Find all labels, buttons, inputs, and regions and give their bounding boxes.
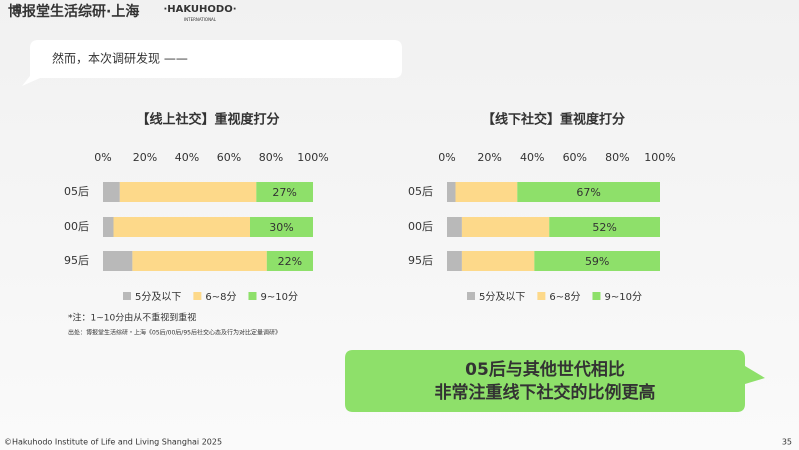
bar-segment — [517, 182, 660, 202]
bar-segment — [250, 217, 313, 237]
bar-segment — [461, 217, 550, 237]
x-tick-label: 20% — [477, 151, 501, 164]
x-tick-label: 100% — [297, 151, 328, 164]
x-tick-label: 0% — [438, 151, 455, 164]
x-tick-label: 60% — [563, 151, 587, 164]
logo: ·HAKUHODO· — [163, 4, 236, 15]
bar-segment — [447, 251, 462, 271]
x-tick-label: 60% — [217, 151, 241, 164]
bar-segment — [534, 251, 660, 271]
y-tick-label: 05后 — [408, 185, 433, 198]
chart-title: 【线上社交】重视度打分 — [136, 112, 279, 128]
bar-segment — [461, 251, 535, 271]
bar-segment — [103, 182, 120, 202]
bar-segment — [256, 182, 313, 202]
logo-sub: INTERNATIONAL — [184, 17, 217, 22]
copyright: ©Hakuhodo Institute of Life and Living S… — [4, 438, 222, 447]
legend-label: 5分及以下 — [479, 291, 525, 303]
legend-label: 5分及以下 — [135, 291, 181, 303]
legend-swatch — [467, 292, 475, 300]
legend-swatch — [193, 292, 202, 300]
value-label: 59% — [585, 255, 609, 268]
brand: 博报堂生活综研·上海 — [8, 3, 139, 20]
callout-box — [345, 350, 765, 412]
value-label: 67% — [576, 186, 600, 199]
callout-line: 非常注重线下社交的比例更高 — [435, 382, 656, 403]
x-tick-label: 0% — [94, 151, 111, 164]
x-tick-label: 100% — [644, 151, 675, 164]
y-tick-label: 95后 — [408, 254, 433, 267]
y-tick-label: 05后 — [64, 185, 89, 198]
value-label: 30% — [269, 221, 293, 234]
legend-swatch — [248, 292, 257, 300]
bar-segment — [103, 217, 114, 237]
x-tick-label: 80% — [259, 151, 283, 164]
legend-label: 6~8分 — [205, 291, 236, 303]
bubble-text: 然而，本次调研发现 —— — [52, 51, 188, 66]
bar-segment — [266, 251, 313, 271]
y-tick-label: 95后 — [64, 254, 89, 267]
note: *注：1~10分由从不重视到重视 — [68, 312, 196, 324]
bar-segment — [447, 182, 456, 202]
legend-swatch — [537, 292, 546, 300]
x-tick-label: 40% — [175, 151, 199, 164]
bar-segment — [132, 251, 267, 271]
bar-segment — [455, 182, 518, 202]
speech-bubble — [22, 40, 402, 86]
value-label: 22% — [278, 255, 302, 268]
bar-segment — [119, 182, 257, 202]
y-tick-label: 00后 — [64, 220, 89, 233]
legend-swatch — [592, 292, 601, 300]
legend-label: 9~10分 — [260, 291, 297, 303]
x-tick-label: 80% — [605, 151, 629, 164]
source: 出处：博报堂生活综研・上海《05后/00后/95后社交心态及行为对比定量调研》 — [68, 329, 281, 337]
x-tick-label: 40% — [520, 151, 544, 164]
page-number: 35 — [782, 438, 792, 447]
bar-segment — [549, 217, 660, 237]
chart-title: 【线下社交】重视度打分 — [482, 112, 625, 128]
legend-label: 6~8分 — [549, 291, 580, 303]
bar-segment — [103, 251, 133, 271]
bar-segment — [447, 217, 462, 237]
value-label: 52% — [592, 221, 616, 234]
legend-swatch — [123, 292, 131, 300]
bar-segment — [113, 217, 250, 237]
y-tick-label: 00后 — [408, 220, 433, 233]
callout-line: 05后与其他世代相比 — [465, 359, 625, 380]
legend-label: 9~10分 — [604, 291, 641, 303]
x-tick-label: 20% — [133, 151, 157, 164]
value-label: 27% — [272, 186, 296, 199]
